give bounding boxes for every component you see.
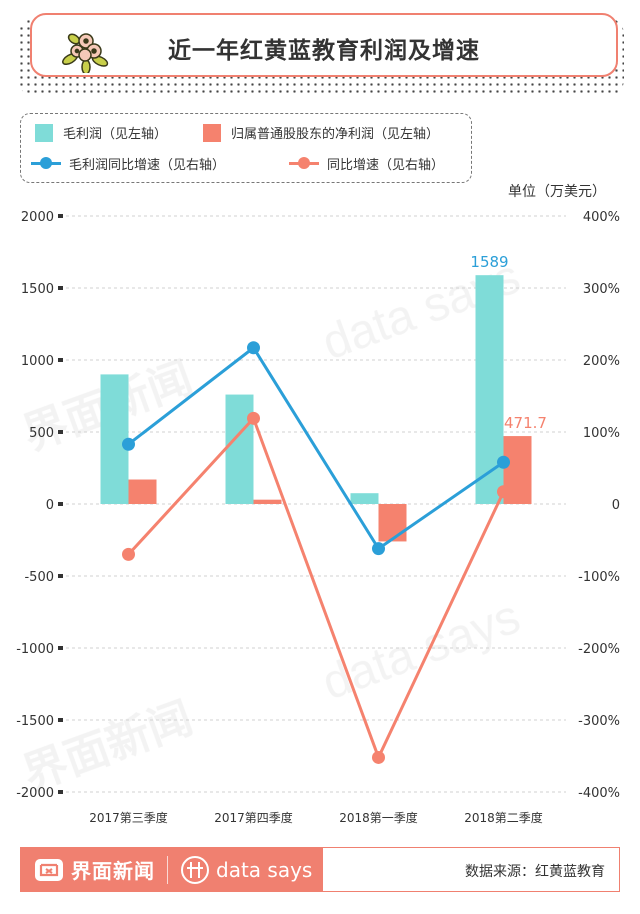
flower-icon xyxy=(62,33,109,73)
y-right-tick-label: 200% xyxy=(583,354,620,369)
chart: 界面新闻 data says 界面新闻 data says 2000 400% 15… xyxy=(16,210,620,825)
y-left-tick-label: 0 xyxy=(46,498,54,513)
data-label: 471.7 xyxy=(504,414,547,432)
y-right-tick-label: -100% xyxy=(578,570,620,585)
y-right-tick-label: -200% xyxy=(578,642,620,657)
datasays-logo-icon xyxy=(181,855,209,884)
x-tick-label: 2017第四季度 xyxy=(214,810,293,825)
legend: 毛利润（见左轴） 归属普通股股东的净利润（见左轴） 毛利润同比增速（见右轴） 同… xyxy=(20,113,472,183)
y-left-tick-label: 1000 xyxy=(21,354,54,369)
x-tick-label: 2017第三季度 xyxy=(89,810,168,825)
y-right-tick-label: 300% xyxy=(583,282,620,297)
legend-label: 归属普通股股东的净利润（见左轴） xyxy=(231,127,440,142)
watermark: 界面新闻 data says 界面新闻 data says xyxy=(17,250,527,799)
legend-item-gross-growth: 毛利润同比增速（见右轴） xyxy=(31,154,225,173)
y-left-tick-label: 500 xyxy=(29,426,54,441)
y-tick-mark xyxy=(58,502,63,506)
y-tick-mark xyxy=(58,718,63,722)
series-line xyxy=(127,415,505,762)
y-left-tick-label: -500 xyxy=(24,570,54,585)
series-line xyxy=(127,345,505,551)
legend-item-net-profit: 归属普通股股东的净利润（见左轴） xyxy=(203,123,439,142)
line-point xyxy=(247,411,260,425)
y-left-tick-label: -1500 xyxy=(16,714,54,729)
footer-divider xyxy=(167,855,168,884)
data-label: 1589 xyxy=(470,253,508,271)
page-title: 近一年红黄蓝教育利润及增速 xyxy=(168,38,480,64)
y-tick-mark xyxy=(58,790,63,794)
x-tick-label: 2018第二季度 xyxy=(464,810,543,825)
y-right-tick-label: 0 xyxy=(612,498,620,513)
y-tick-mark xyxy=(58,646,63,650)
bar xyxy=(350,493,379,504)
title-banner: 近一年红黄蓝教育利润及增速 xyxy=(30,13,618,77)
y-right-tick-label: 100% xyxy=(583,426,620,441)
y-left-tick-label: 2000 xyxy=(21,210,54,225)
x-tick-label: 2018第一季度 xyxy=(339,810,418,825)
line-point xyxy=(122,437,135,451)
unit-label: 单位（万美元） xyxy=(508,184,606,200)
line-point xyxy=(497,485,510,499)
y-right-tick-label: -300% xyxy=(578,714,620,729)
bar xyxy=(475,275,504,504)
legend-item-net-growth: 同比增速（见右轴） xyxy=(289,154,444,173)
legend-label: 同比增速（见右轴） xyxy=(327,158,445,173)
line-point xyxy=(122,547,135,561)
y-right-tick-label: 400% xyxy=(583,210,620,225)
line-point xyxy=(497,455,510,469)
y-left-tick-label: -2000 xyxy=(16,786,54,801)
y-tick-mark xyxy=(58,286,63,290)
legend-label: 毛利润同比增速（见右轴） xyxy=(69,158,226,173)
svg-text:界面新闻: 界面新闻 xyxy=(17,693,199,799)
y-right-tick-label: -400% xyxy=(578,786,620,801)
bar xyxy=(128,479,157,504)
y-tick-mark xyxy=(58,574,63,578)
line-point xyxy=(372,542,385,556)
jiemian-logo-icon xyxy=(35,858,63,881)
legend-swatch-salmon xyxy=(203,123,221,142)
data-source: 数据来源：红黄蓝教育 xyxy=(465,864,605,880)
footer-datasays: data says xyxy=(216,857,313,882)
legend-item-gross-profit: 毛利润（见左轴） xyxy=(35,123,167,142)
bar xyxy=(378,504,407,542)
bar xyxy=(225,394,254,504)
bar xyxy=(100,374,129,504)
y-left-tick-label: -1000 xyxy=(16,642,54,657)
y-left-tick-label: 1500 xyxy=(21,282,54,297)
bar xyxy=(253,499,282,504)
footer: 界面新闻 data says 数据来源：红黄蓝教育 xyxy=(20,847,620,892)
y-tick-mark xyxy=(58,358,63,362)
legend-line-blue xyxy=(31,157,61,169)
line-point xyxy=(247,341,260,355)
svg-text:data says: data says xyxy=(316,590,527,710)
legend-line-salmon xyxy=(289,157,319,169)
footer-brand-bar: 界面新闻 data says xyxy=(21,848,323,891)
legend-label: 毛利润（见左轴） xyxy=(63,127,168,142)
line-point xyxy=(372,750,385,764)
y-tick-mark xyxy=(58,430,63,434)
y-tick-mark xyxy=(58,214,63,218)
legend-swatch-teal xyxy=(35,123,53,142)
footer-brand: 界面新闻 xyxy=(71,859,155,883)
